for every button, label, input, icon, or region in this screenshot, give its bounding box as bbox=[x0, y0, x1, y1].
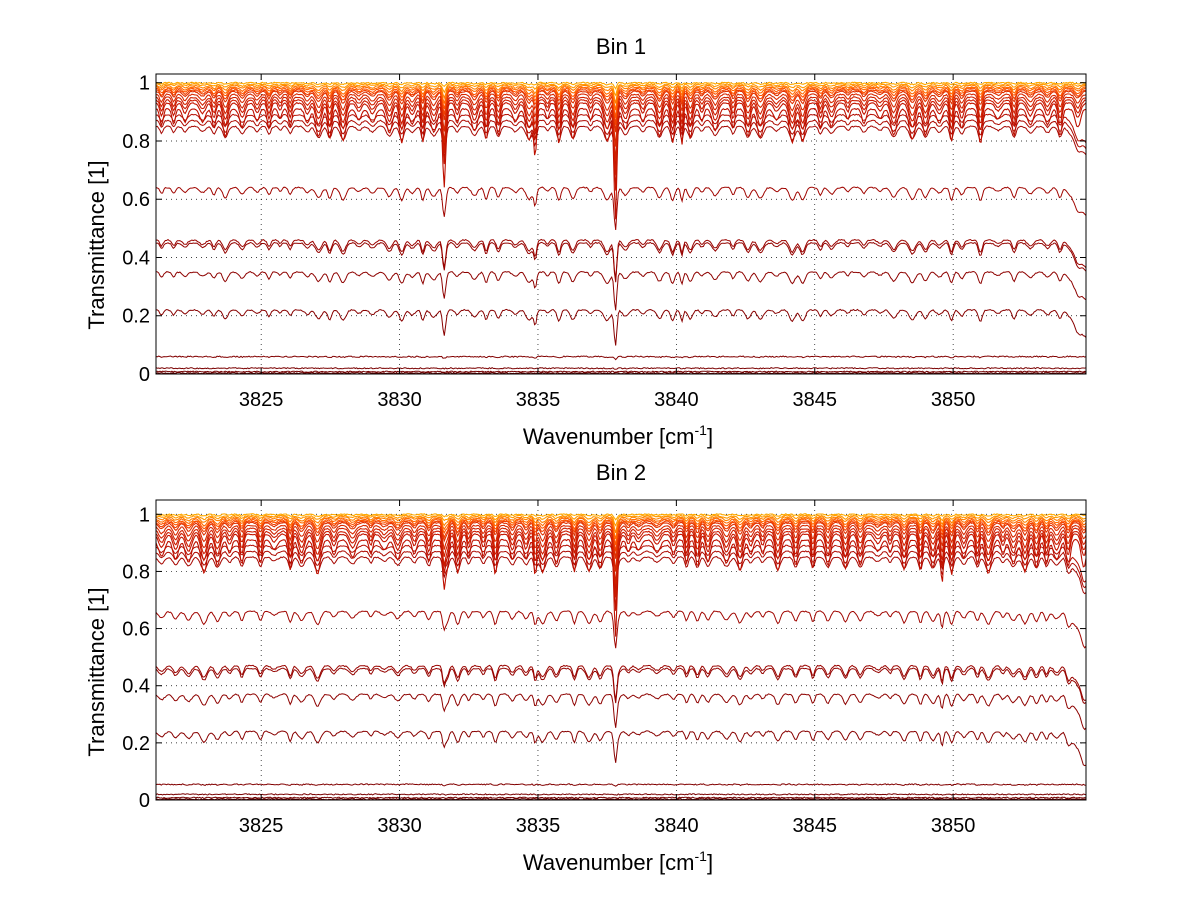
series-line bbox=[155, 84, 1087, 104]
series-line bbox=[155, 530, 1087, 598]
x-axis-label-text: Wavenumber [cm bbox=[523, 850, 695, 875]
series-line bbox=[155, 107, 1087, 220]
y-tick-label: 0.6 bbox=[122, 619, 150, 641]
chart-bin-1: Bin 1 Transmittance [1] Wavenumber [cm-1… bbox=[84, 34, 1087, 449]
series-line bbox=[155, 119, 1087, 166]
series-line bbox=[155, 113, 1087, 161]
series-line bbox=[155, 516, 1087, 534]
y-tick-label: 0.8 bbox=[122, 131, 150, 153]
x-tick-label: 3835 bbox=[516, 389, 561, 411]
series-line bbox=[155, 527, 1087, 585]
y-axis-label: Transmittance [1] bbox=[84, 160, 109, 329]
series-line bbox=[155, 85, 1087, 111]
series-line bbox=[155, 783, 1087, 787]
series-line bbox=[155, 513, 1087, 521]
x-axis-label-bracket: ] bbox=[707, 850, 713, 875]
axis-ticks: 3825 3830 3835 3840 3845 3850 0 0.2 0.4 0.6 0.8 1 bbox=[122, 500, 1086, 837]
series-line bbox=[156, 518, 1087, 546]
series-group bbox=[155, 81, 1087, 375]
x-tick-label: 3830 bbox=[377, 815, 422, 837]
series-line bbox=[155, 81, 1087, 90]
series-line bbox=[156, 308, 1087, 346]
series-line bbox=[155, 88, 1087, 125]
series-line bbox=[155, 520, 1087, 552]
series-line bbox=[155, 96, 1087, 162]
series-line bbox=[155, 101, 1087, 191]
series-line bbox=[155, 521, 1087, 559]
series-line bbox=[155, 667, 1087, 705]
y-tick-label: 0.4 bbox=[122, 247, 150, 269]
series-line bbox=[155, 366, 1087, 370]
x-tick-label: 3845 bbox=[793, 389, 838, 411]
series-line bbox=[155, 125, 1087, 172]
series-line bbox=[155, 99, 1087, 176]
plot-frame bbox=[155, 499, 1087, 801]
series-line bbox=[155, 610, 1087, 649]
y-tick-label: 0.2 bbox=[122, 306, 150, 328]
x-tick-label: 3840 bbox=[654, 389, 699, 411]
series-line bbox=[155, 355, 1087, 361]
y-axis-label: Transmittance [1] bbox=[84, 587, 109, 756]
x-tick-label: 3825 bbox=[239, 815, 284, 837]
x-tick-label: 3835 bbox=[516, 815, 561, 837]
plot-frame bbox=[155, 73, 1087, 375]
x-tick-label: 3830 bbox=[377, 389, 422, 411]
series-line bbox=[155, 533, 1087, 611]
series-line bbox=[155, 238, 1087, 280]
series-line bbox=[155, 556, 1087, 597]
x-axis-label-superscript: -1 bbox=[695, 848, 708, 864]
series-line bbox=[155, 693, 1087, 731]
series-line bbox=[155, 514, 1087, 527]
chart-title: Bin 1 bbox=[596, 34, 646, 59]
x-axis-label: Wavenumber [cm-1] bbox=[523, 422, 713, 449]
y-tick-label: 1 bbox=[139, 504, 150, 526]
series-line bbox=[155, 730, 1087, 767]
chart-title: Bin 2 bbox=[596, 460, 646, 485]
series-line bbox=[156, 82, 1087, 97]
series-line bbox=[155, 524, 1087, 572]
series-line bbox=[155, 664, 1087, 702]
y-tick-label: 0.8 bbox=[122, 561, 150, 583]
series-group bbox=[155, 513, 1087, 801]
y-tick-label: 0.4 bbox=[122, 676, 150, 698]
series-line bbox=[155, 186, 1087, 231]
y-tick-label: 0.6 bbox=[122, 189, 150, 211]
series-line bbox=[155, 241, 1087, 283]
y-tick-label: 0.2 bbox=[122, 733, 150, 755]
series-line bbox=[155, 87, 1087, 118]
x-axis-label-bracket: ] bbox=[707, 424, 713, 449]
series-line bbox=[155, 797, 1087, 801]
y-tick-label: 0 bbox=[139, 790, 150, 812]
x-tick-label: 3850 bbox=[931, 815, 976, 837]
series-line bbox=[155, 796, 1087, 799]
x-tick-label: 3845 bbox=[793, 815, 838, 837]
series-line bbox=[155, 270, 1087, 311]
series-line bbox=[155, 793, 1087, 796]
series-line bbox=[155, 93, 1087, 147]
axis-ticks: 3825 3830 3835 3840 3845 3850 0 0.2 0.4 0.6 0.8 1 bbox=[122, 73, 1086, 411]
chart-bin-2: Bin 2 Transmittance [1] Wavenumber [cm-1… bbox=[84, 460, 1087, 875]
x-tick-label: 3825 bbox=[239, 389, 284, 411]
series-line bbox=[155, 90, 1086, 133]
series-line bbox=[155, 544, 1087, 586]
x-axis-label-text: Wavenumber [cm bbox=[523, 424, 695, 449]
x-axis-label: Wavenumber [cm-1] bbox=[523, 848, 713, 875]
y-tick-label: 0 bbox=[139, 364, 150, 386]
series-line bbox=[156, 370, 1087, 373]
x-tick-label: 3840 bbox=[654, 815, 699, 837]
x-tick-label: 3850 bbox=[931, 389, 976, 411]
y-tick-label: 1 bbox=[139, 73, 150, 95]
x-axis-label-superscript: -1 bbox=[695, 422, 708, 438]
series-line bbox=[155, 517, 1087, 540]
series-line bbox=[155, 538, 1087, 637]
